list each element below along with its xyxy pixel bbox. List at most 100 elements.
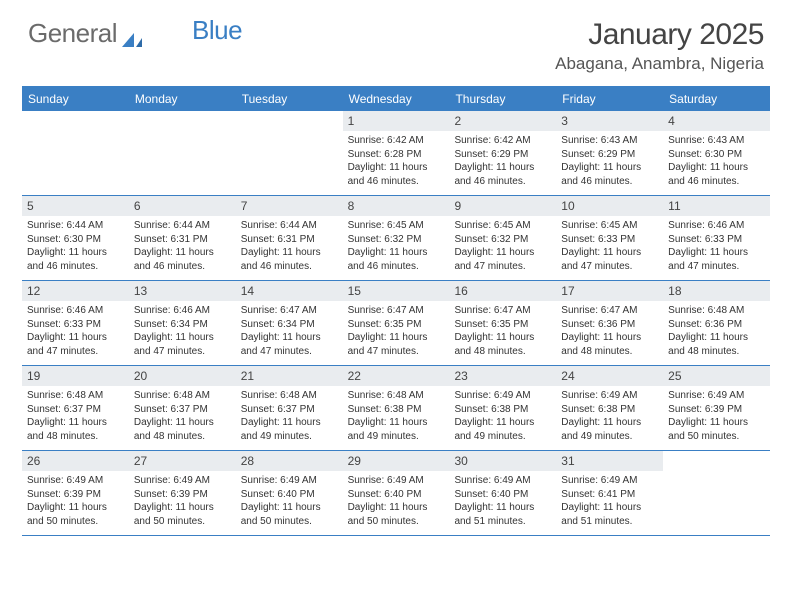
day-cell: 13Sunrise: 6:46 AMSunset: 6:34 PMDayligh… <box>129 281 236 365</box>
day-line: Sunset: 6:38 PM <box>454 403 551 417</box>
day-line: Daylight: 11 hours <box>454 501 551 515</box>
day-content: Sunrise: 6:44 AMSunset: 6:31 PMDaylight:… <box>236 216 343 277</box>
day-cell: 6Sunrise: 6:44 AMSunset: 6:31 PMDaylight… <box>129 196 236 280</box>
day-number: 27 <box>129 451 236 471</box>
day-content: Sunrise: 6:47 AMSunset: 6:35 PMDaylight:… <box>449 301 556 362</box>
day-cell: 19Sunrise: 6:48 AMSunset: 6:37 PMDayligh… <box>22 366 129 450</box>
day-line: Daylight: 11 hours <box>561 331 658 345</box>
day-line: Sunset: 6:37 PM <box>27 403 124 417</box>
day-line: Sunset: 6:37 PM <box>241 403 338 417</box>
day-cell: 8Sunrise: 6:45 AMSunset: 6:32 PMDaylight… <box>343 196 450 280</box>
day-line: Sunrise: 6:49 AM <box>134 474 231 488</box>
day-line: and 50 minutes. <box>27 515 124 529</box>
day-number: 29 <box>343 451 450 471</box>
day-cell: 23Sunrise: 6:49 AMSunset: 6:38 PMDayligh… <box>449 366 556 450</box>
day-line: and 46 minutes. <box>241 260 338 274</box>
day-content: Sunrise: 6:48 AMSunset: 6:36 PMDaylight:… <box>663 301 770 362</box>
day-header: Thursday <box>449 88 556 111</box>
day-line: Sunrise: 6:48 AM <box>241 389 338 403</box>
day-cell: 24Sunrise: 6:49 AMSunset: 6:38 PMDayligh… <box>556 366 663 450</box>
day-number: 11 <box>663 196 770 216</box>
day-line: Daylight: 11 hours <box>27 246 124 260</box>
day-number: 31 <box>556 451 663 471</box>
day-number: 30 <box>449 451 556 471</box>
day-line: and 51 minutes. <box>561 515 658 529</box>
day-line: Sunset: 6:30 PM <box>27 233 124 247</box>
day-number: 14 <box>236 281 343 301</box>
day-content: Sunrise: 6:49 AMSunset: 6:38 PMDaylight:… <box>556 386 663 447</box>
day-line: and 47 minutes. <box>561 260 658 274</box>
day-content: Sunrise: 6:44 AMSunset: 6:31 PMDaylight:… <box>129 216 236 277</box>
day-line: Sunrise: 6:46 AM <box>134 304 231 318</box>
day-line: Sunset: 6:33 PM <box>668 233 765 247</box>
day-content: Sunrise: 6:45 AMSunset: 6:33 PMDaylight:… <box>556 216 663 277</box>
week-row: 12Sunrise: 6:46 AMSunset: 6:33 PMDayligh… <box>22 281 770 366</box>
month-title: January 2025 <box>555 18 764 52</box>
day-content: Sunrise: 6:49 AMSunset: 6:41 PMDaylight:… <box>556 471 663 532</box>
day-line: Sunset: 6:35 PM <box>348 318 445 332</box>
day-cell: 2Sunrise: 6:42 AMSunset: 6:29 PMDaylight… <box>449 111 556 195</box>
logo-sail-icon <box>120 25 146 43</box>
day-line: Sunrise: 6:49 AM <box>668 389 765 403</box>
day-line: Sunset: 6:28 PM <box>348 148 445 162</box>
day-number: 4 <box>663 111 770 131</box>
day-number: 24 <box>556 366 663 386</box>
day-content: Sunrise: 6:46 AMSunset: 6:33 PMDaylight:… <box>663 216 770 277</box>
day-content: Sunrise: 6:42 AMSunset: 6:29 PMDaylight:… <box>449 131 556 192</box>
day-line: Sunset: 6:40 PM <box>241 488 338 502</box>
day-line: Sunrise: 6:49 AM <box>454 474 551 488</box>
day-line: Sunrise: 6:44 AM <box>134 219 231 233</box>
day-line: Sunrise: 6:48 AM <box>27 389 124 403</box>
day-line: and 49 minutes. <box>561 430 658 444</box>
day-line: and 48 minutes. <box>134 430 231 444</box>
day-line: Sunset: 6:29 PM <box>454 148 551 162</box>
day-cell: 22Sunrise: 6:48 AMSunset: 6:38 PMDayligh… <box>343 366 450 450</box>
day-cell: 12Sunrise: 6:46 AMSunset: 6:33 PMDayligh… <box>22 281 129 365</box>
day-line: Sunset: 6:37 PM <box>134 403 231 417</box>
day-content: Sunrise: 6:49 AMSunset: 6:40 PMDaylight:… <box>236 471 343 532</box>
day-header: Wednesday <box>343 88 450 111</box>
day-number: 10 <box>556 196 663 216</box>
day-line: Sunrise: 6:47 AM <box>241 304 338 318</box>
title-block: January 2025 Abagana, Anambra, Nigeria <box>555 18 764 74</box>
day-line: Sunrise: 6:48 AM <box>134 389 231 403</box>
day-cell: 14Sunrise: 6:47 AMSunset: 6:34 PMDayligh… <box>236 281 343 365</box>
day-line: Sunset: 6:30 PM <box>668 148 765 162</box>
day-line: Daylight: 11 hours <box>454 331 551 345</box>
day-content: Sunrise: 6:45 AMSunset: 6:32 PMDaylight:… <box>343 216 450 277</box>
day-line: Sunset: 6:32 PM <box>348 233 445 247</box>
day-number: 19 <box>22 366 129 386</box>
day-line: Sunset: 6:32 PM <box>454 233 551 247</box>
day-content: Sunrise: 6:49 AMSunset: 6:38 PMDaylight:… <box>449 386 556 447</box>
day-cell: 17Sunrise: 6:47 AMSunset: 6:36 PMDayligh… <box>556 281 663 365</box>
day-line: Sunrise: 6:47 AM <box>348 304 445 318</box>
day-header: Tuesday <box>236 88 343 111</box>
day-line: Sunrise: 6:49 AM <box>241 474 338 488</box>
day-line: Sunrise: 6:47 AM <box>561 304 658 318</box>
day-content: Sunrise: 6:49 AMSunset: 6:40 PMDaylight:… <box>449 471 556 532</box>
calendar-grid: SundayMondayTuesdayWednesdayThursdayFrid… <box>22 86 770 536</box>
day-line: and 48 minutes. <box>561 345 658 359</box>
day-line: and 46 minutes. <box>27 260 124 274</box>
day-line: and 47 minutes. <box>27 345 124 359</box>
day-content: Sunrise: 6:43 AMSunset: 6:29 PMDaylight:… <box>556 131 663 192</box>
day-cell: 9Sunrise: 6:45 AMSunset: 6:32 PMDaylight… <box>449 196 556 280</box>
day-line: Sunrise: 6:49 AM <box>561 389 658 403</box>
day-line: Sunrise: 6:49 AM <box>27 474 124 488</box>
day-line: Daylight: 11 hours <box>454 161 551 175</box>
day-line: and 49 minutes. <box>348 430 445 444</box>
day-number: 23 <box>449 366 556 386</box>
day-line: Daylight: 11 hours <box>348 161 445 175</box>
week-row: 1Sunrise: 6:42 AMSunset: 6:28 PMDaylight… <box>22 111 770 196</box>
day-line: and 47 minutes. <box>668 260 765 274</box>
weeks-container: 1Sunrise: 6:42 AMSunset: 6:28 PMDaylight… <box>22 111 770 536</box>
day-line: Sunset: 6:39 PM <box>134 488 231 502</box>
day-line: and 47 minutes. <box>348 345 445 359</box>
day-line: Daylight: 11 hours <box>668 416 765 430</box>
day-number: 6 <box>129 196 236 216</box>
day-line: Daylight: 11 hours <box>241 246 338 260</box>
day-number: 28 <box>236 451 343 471</box>
day-cell: 30Sunrise: 6:49 AMSunset: 6:40 PMDayligh… <box>449 451 556 535</box>
day-line: Sunrise: 6:45 AM <box>561 219 658 233</box>
day-line: Daylight: 11 hours <box>27 331 124 345</box>
